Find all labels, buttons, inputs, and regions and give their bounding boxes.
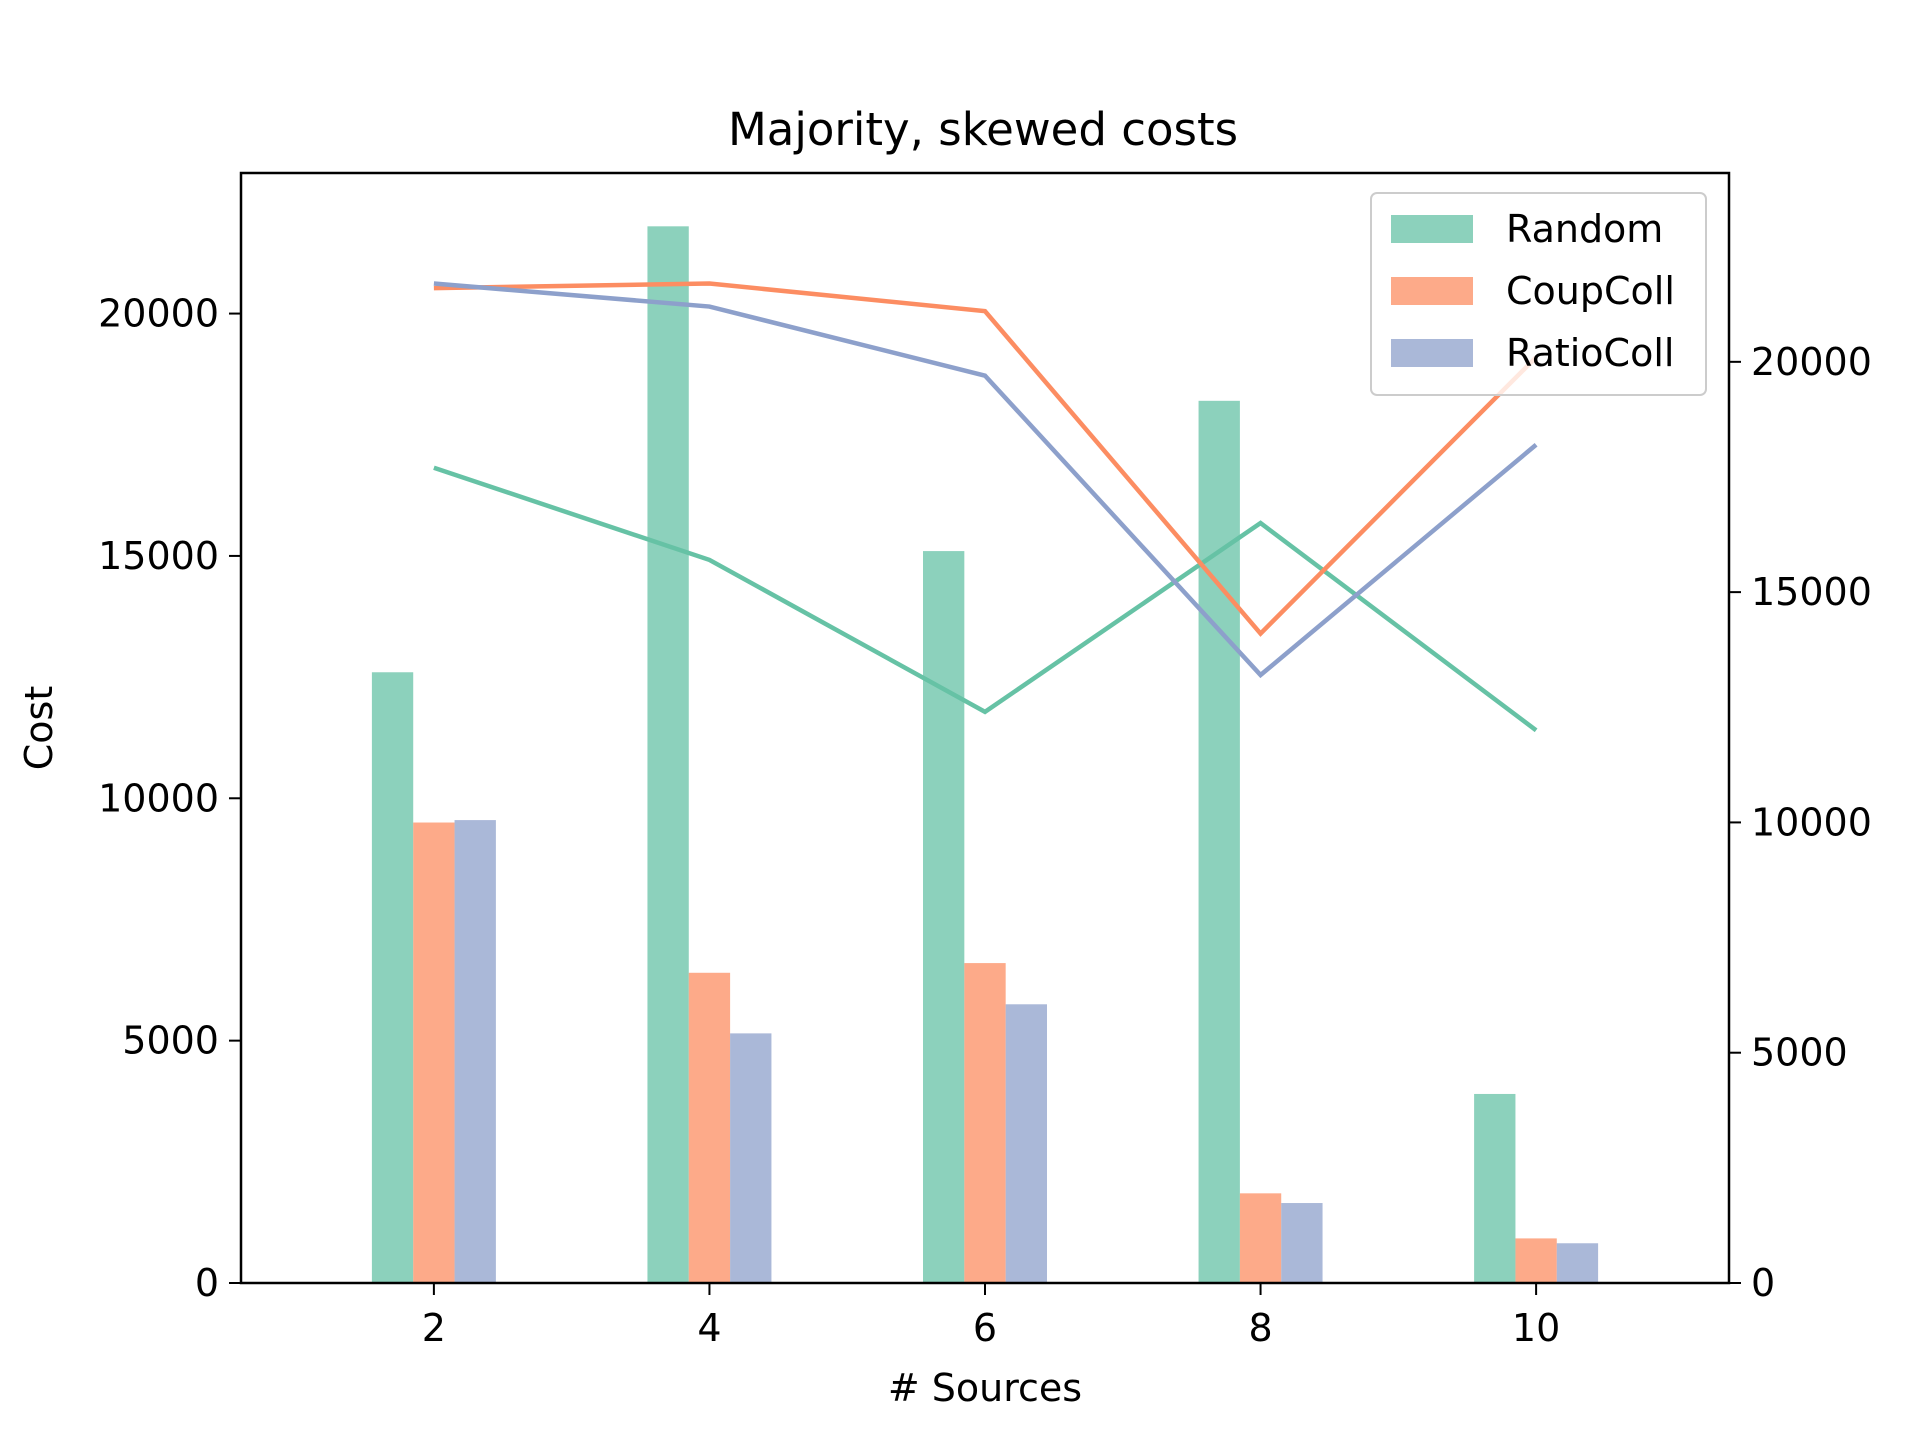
- bar-random-2: [371, 672, 414, 1283]
- y2-axis: 0 5000 10000 15000 20000: [1729, 340, 1872, 1305]
- line-series-1: [433, 465, 1538, 733]
- y2-tick-label: 5000: [1751, 1031, 1848, 1075]
- y-tick-label: 0: [195, 1261, 219, 1305]
- chart-title: Majority, skewed costs: [728, 103, 1238, 156]
- line-series-3: [433, 281, 1538, 679]
- x-axis: 2 4 6 8 10: [422, 1283, 1560, 1350]
- y-tick-label: 10000: [98, 776, 219, 820]
- y-axis: 0 5000 10000 15000 20000: [98, 292, 241, 1305]
- bar-random-10: [1474, 1093, 1516, 1283]
- y-tick-label: 5000: [122, 1019, 219, 1063]
- bar-random-8: [1198, 400, 1240, 1283]
- bar-ratiocoll-6: [1005, 1004, 1047, 1283]
- bar-coupcoll-10: [1515, 1238, 1557, 1283]
- y-tick-label: 15000: [98, 534, 219, 578]
- bar-random-4: [647, 226, 689, 1284]
- x-tick-label: 10: [1512, 1306, 1560, 1350]
- legend-swatch-random: [1391, 215, 1473, 243]
- bar-coupcoll-2: [413, 822, 455, 1283]
- bar-random-6: [923, 551, 965, 1283]
- y2-tick-label: 0: [1751, 1261, 1775, 1305]
- x-tick-label: 6: [973, 1306, 997, 1350]
- bar-ratiocoll-4: [730, 1033, 772, 1283]
- bar-ratiocoll-10: [1556, 1243, 1599, 1283]
- y2-tick-label: 10000: [1751, 800, 1872, 844]
- bar-group: [371, 226, 1599, 1284]
- legend-label-random: Random: [1506, 207, 1663, 251]
- x-tick-label: 4: [697, 1306, 721, 1350]
- y2-tick-label: 15000: [1751, 570, 1872, 614]
- y2-tick-label: 20000: [1751, 340, 1872, 384]
- bar-ratiocoll-8: [1281, 1203, 1323, 1283]
- x-axis-label: # Sources: [888, 1366, 1082, 1410]
- bar-coupcoll-6: [964, 963, 1006, 1283]
- legend-label-ratiocoll: RatioColl: [1506, 331, 1674, 375]
- bar-ratiocoll-2: [454, 820, 496, 1283]
- y-tick-label: 20000: [98, 292, 219, 336]
- legend-swatch-coupcoll: [1391, 277, 1473, 305]
- bar-coupcoll-4: [688, 972, 731, 1283]
- x-tick-label: 8: [1248, 1306, 1272, 1350]
- y-axis-label: Cost: [17, 686, 61, 770]
- bar-coupcoll-8: [1239, 1193, 1282, 1283]
- legend: Random CoupColl RatioColl: [1370, 192, 1707, 396]
- legend-label-coupcoll: CoupColl: [1506, 269, 1675, 313]
- line-group: [433, 281, 1538, 733]
- x-tick-label: 2: [422, 1306, 446, 1350]
- line-series-2: [433, 281, 1538, 637]
- legend-swatch-ratiocoll: [1391, 339, 1473, 367]
